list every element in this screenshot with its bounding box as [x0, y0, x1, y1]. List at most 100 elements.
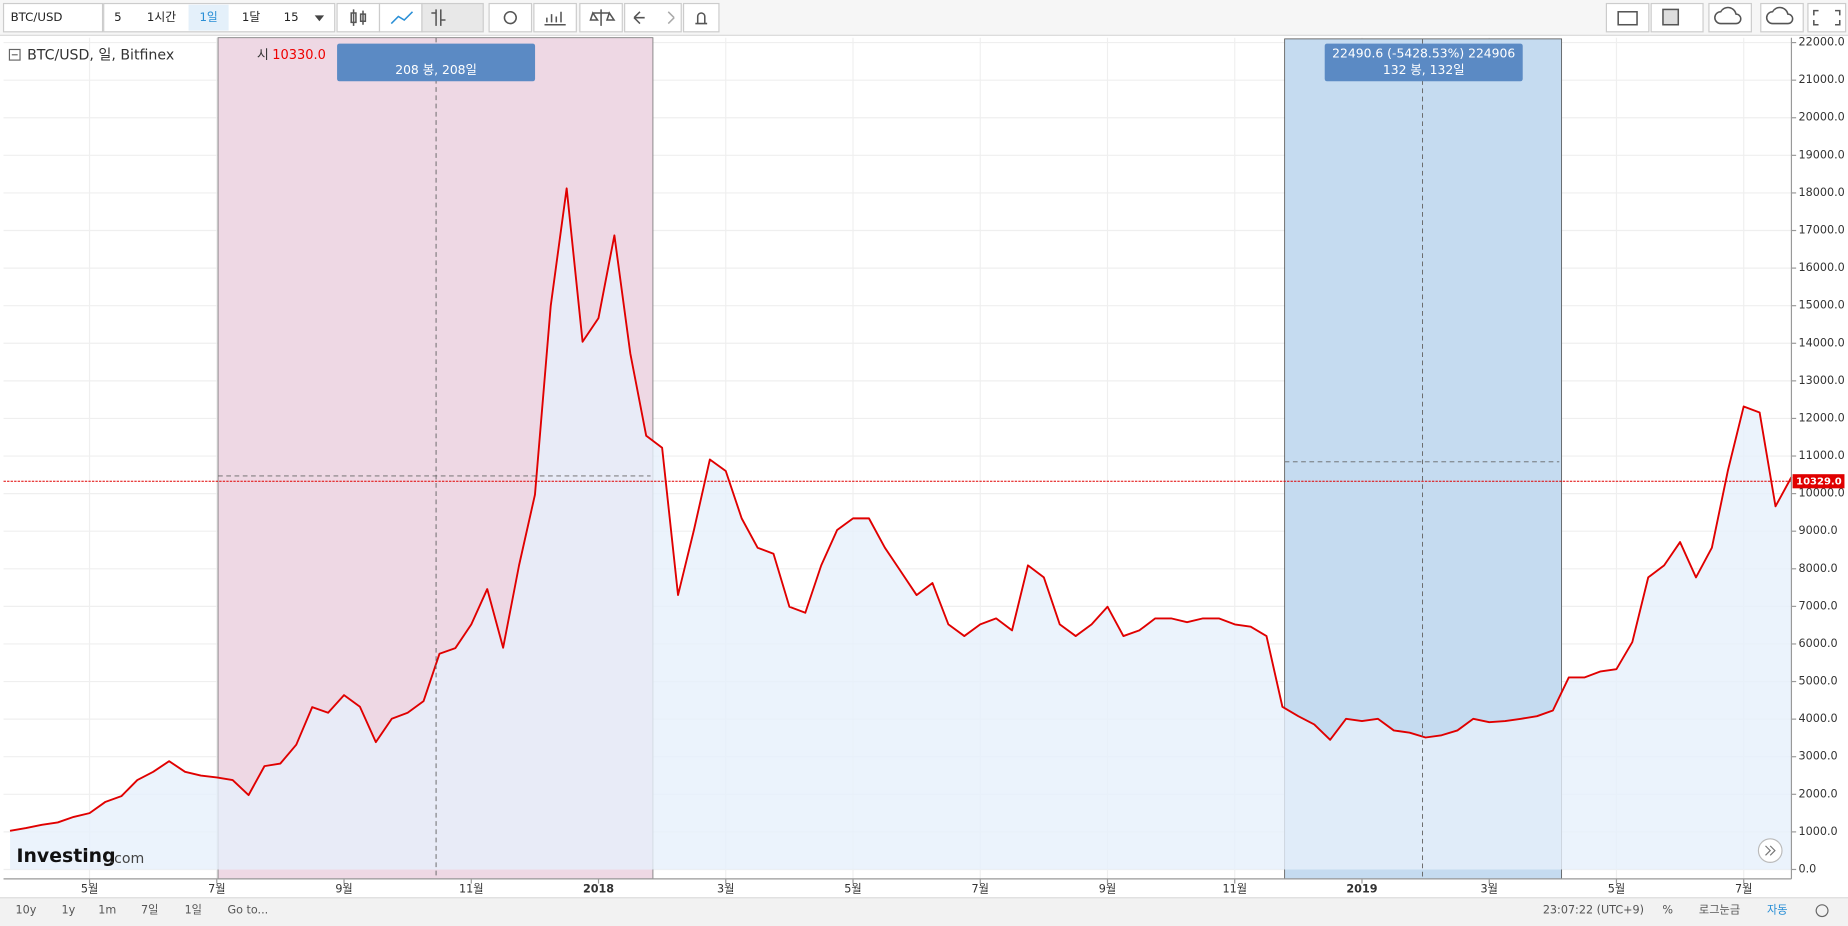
range-button[interactable]: 1m — [98, 904, 116, 917]
y-tick-label: 2000.0 — [1799, 787, 1838, 800]
x-tick-label: 11월 — [459, 882, 484, 895]
y-tick-label: 14000.0 — [1799, 336, 1845, 349]
logo-suffix: .com — [110, 851, 145, 867]
y-tick-label: 22000.0 — [1799, 36, 1845, 49]
legend-title: BTC/USD, 일, Bitfinex — [27, 47, 174, 63]
fullscreen-button[interactable] — [1807, 2, 1847, 33]
tool-buttons — [336, 2, 1847, 33]
range-button[interactable]: 1y — [61, 904, 75, 917]
candle-icon — [350, 9, 367, 26]
logo: Investing — [16, 846, 115, 867]
series-layer — [3, 187, 1793, 870]
interval-button[interactable]: 1일 — [199, 10, 217, 24]
y-tick-label: 20000.0 — [1799, 111, 1845, 124]
y-tick-label: 15000.0 — [1799, 299, 1845, 312]
range-button[interactable]: 7일 — [141, 903, 158, 917]
y-tick-label: 0.0 — [1799, 862, 1817, 875]
dropdown-icon[interactable] — [314, 15, 325, 22]
annotation-text: 132 봉, 132일 — [1383, 63, 1465, 77]
alert-button[interactable] — [682, 2, 720, 33]
y-tick-label: 8000.0 — [1799, 562, 1838, 575]
settings-button[interactable] — [488, 2, 533, 33]
camera-icon — [1617, 11, 1638, 26]
tool-icons — [350, 6, 1841, 26]
alert-icon — [695, 12, 708, 25]
y-tick-label: 11000.0 — [1799, 449, 1845, 462]
goto-button[interactable]: Go to... — [227, 904, 268, 917]
x-tick-label: 7월 — [1735, 882, 1752, 895]
legend-open-label: 시 — [257, 48, 269, 63]
candle-button[interactable] — [336, 2, 381, 33]
y-tick-label: 19000.0 — [1799, 148, 1845, 161]
indicator-icon — [544, 11, 566, 26]
y-tick-label: 5000.0 — [1799, 675, 1838, 688]
percent-toggle[interactable]: % — [1662, 904, 1673, 917]
range-button[interactable]: 10y — [15, 904, 36, 917]
y-tick-label: 10000.0 — [1799, 487, 1845, 500]
interval-button[interactable]: 1달 — [242, 10, 260, 24]
camera-button[interactable] — [1605, 2, 1650, 33]
footer — [0, 897, 1848, 926]
interval-button[interactable]: 1시간 — [147, 10, 176, 24]
log-toggle[interactable]: 로그눈금 — [1699, 904, 1740, 917]
annotation-box — [1324, 43, 1523, 82]
area — [10, 188, 1792, 870]
cloud-icon — [1765, 6, 1794, 25]
x-tick-label: 11월 — [1222, 882, 1247, 895]
y-tick-label: 6000.0 — [1799, 637, 1838, 650]
y-tick-label: 21000.0 — [1799, 73, 1845, 86]
x-tick-label: 2018 — [583, 882, 614, 895]
fullscreen-icon — [1813, 9, 1841, 26]
scroll-icon — [1765, 845, 1776, 856]
line-icon — [390, 11, 414, 25]
range-arrows — [218, 37, 1560, 879]
interval-active — [188, 4, 229, 31]
x-tick-label: 5월 — [81, 882, 98, 895]
x-tick-label: 3월 — [717, 882, 734, 895]
current-price-badge — [1792, 474, 1845, 489]
price-line — [9, 187, 1793, 832]
y-tick-label: 9000.0 — [1799, 524, 1838, 537]
legend-open-value: 10330.0 — [272, 48, 326, 63]
x-tick-label: 9월 — [1099, 882, 1116, 895]
x-tick-label: 5월 — [1608, 882, 1625, 895]
x-tick-label: 7월 — [972, 882, 989, 895]
y-tick-label: 16000.0 — [1799, 261, 1845, 274]
y-tick-label: 12000.0 — [1799, 411, 1845, 424]
interval-button[interactable]: 15 — [284, 10, 299, 24]
annotation-text: 22490.6 (-5428.53%) 224906 — [1332, 47, 1515, 61]
cloud-icon — [1714, 6, 1742, 25]
x-tick-label: 9월 — [335, 882, 352, 895]
symbol[interactable]: BTC/USD — [11, 10, 63, 24]
settings-icon[interactable] — [1815, 904, 1829, 918]
x-tick-label: 5월 — [844, 882, 861, 895]
bar-icon — [431, 9, 446, 26]
redo-icon — [667, 11, 675, 25]
y-tick-label: 7000.0 — [1799, 599, 1838, 612]
current-price-label: 10329.0 — [1796, 476, 1842, 487]
y-tick-label: 13000.0 — [1799, 374, 1845, 387]
gear-icon — [503, 11, 517, 25]
undo-redo[interactable] — [624, 2, 682, 33]
y-tick-label: 17000.0 — [1799, 224, 1845, 237]
axes-layer: 0.0 1000.0 2000.0 3000.0 4000.0 5000.0 6000.0 7… — [81, 36, 1845, 896]
layout-icon — [1662, 8, 1680, 26]
x-tick-label: 7월 — [208, 882, 225, 895]
y-tick-label: 1000.0 — [1799, 825, 1838, 838]
annotation-text: 208 봉, 208일 — [395, 63, 477, 77]
y-tick-label: 18000.0 — [1799, 186, 1845, 199]
bar-button[interactable] — [421, 2, 484, 33]
auto-toggle[interactable]: 자동 — [1767, 904, 1788, 917]
indicator-button[interactable] — [533, 2, 577, 33]
y-tick-label: 4000.0 — [1799, 712, 1838, 725]
x-tick-label: 3월 — [1481, 882, 1498, 895]
clock: 23:07:22 (UTC+9) — [1543, 904, 1644, 917]
collapse-icon[interactable] — [8, 48, 21, 61]
range-button[interactable]: 1일 — [185, 903, 202, 917]
annotation-box — [337, 43, 536, 82]
y-tick-label: 3000.0 — [1799, 750, 1838, 763]
scale-icon — [589, 9, 616, 26]
interval-button[interactable]: 5 — [114, 10, 122, 24]
symbol-box[interactable] — [2, 2, 104, 33]
